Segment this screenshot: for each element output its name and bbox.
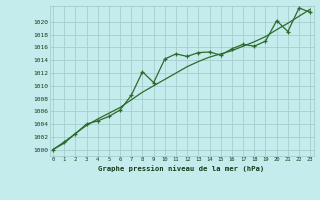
X-axis label: Graphe pression niveau de la mer (hPa): Graphe pression niveau de la mer (hPa) bbox=[99, 165, 265, 172]
